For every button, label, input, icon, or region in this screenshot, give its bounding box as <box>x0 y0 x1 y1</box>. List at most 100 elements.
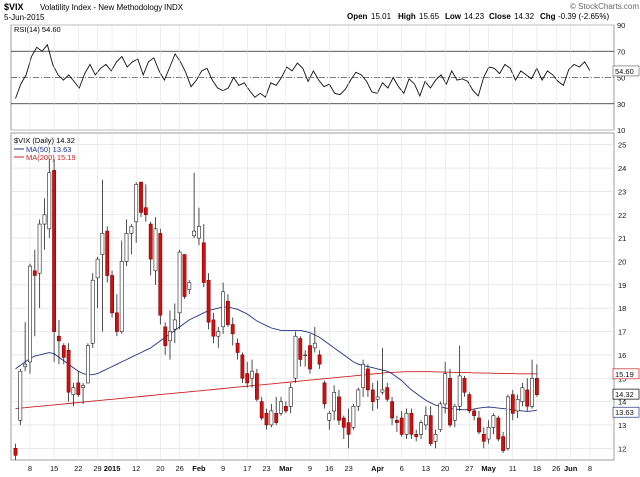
candle-body <box>197 226 201 239</box>
candle-body <box>308 345 312 370</box>
candle-body <box>467 394 472 412</box>
candle-body <box>168 331 172 342</box>
candle <box>356 387 361 411</box>
candle <box>37 219 42 309</box>
candle <box>119 240 124 334</box>
candle-body <box>303 354 308 356</box>
candle-body <box>47 172 52 230</box>
chart-header: $VIX Volatility Index - New Methodology … <box>0 0 640 24</box>
candle <box>327 410 332 430</box>
candle-body <box>438 403 443 430</box>
candle-body <box>501 436 506 451</box>
candle <box>201 224 206 288</box>
candle-body <box>18 370 23 421</box>
date-tick: 6 <box>400 464 404 473</box>
candle <box>168 310 172 360</box>
date-axis: 8 15 22 29 2015 12 20 26 Feb 9 17 23 Mar 9 16 23 Apr 6 13 2… <box>28 464 592 473</box>
candle-body <box>365 368 370 391</box>
candle <box>390 396 395 425</box>
candle <box>303 350 308 367</box>
date-tick: 23 <box>344 464 352 473</box>
candle-body <box>100 233 105 255</box>
candle <box>153 217 158 285</box>
candle-body <box>245 373 250 384</box>
candle <box>293 331 298 383</box>
candle <box>192 172 197 239</box>
date-tick: 20 <box>441 464 449 473</box>
high-label: High <box>398 12 416 21</box>
price-y-tick: 18 <box>618 304 626 313</box>
candle-body <box>23 363 28 367</box>
close-value: 14.32 <box>514 12 535 21</box>
stockcharts-credit: © StockCharts.com <box>570 2 640 11</box>
price-y-tick: 17 <box>618 328 626 337</box>
candle-body <box>163 326 168 346</box>
candle-body <box>332 391 337 412</box>
candle <box>269 403 274 428</box>
rsi-line <box>15 43 591 99</box>
candle <box>448 368 452 428</box>
candle <box>380 347 385 395</box>
candle <box>404 408 409 439</box>
date-tick: 8 <box>28 464 32 473</box>
candle-body <box>279 401 283 414</box>
candle-body <box>95 258 100 279</box>
candle-body <box>192 230 197 237</box>
candle-body <box>433 433 438 442</box>
candle <box>86 343 90 384</box>
candle-body <box>448 377 452 426</box>
candle <box>187 280 192 295</box>
candle <box>66 343 71 402</box>
candle <box>52 158 57 362</box>
candle <box>361 359 366 397</box>
candle <box>298 336 303 367</box>
candle <box>496 415 501 442</box>
candle-body <box>153 228 158 272</box>
candle-body <box>496 417 501 440</box>
rsi-panel: 10 30 50 70 90 RSI(14) 54.60 54.60 <box>10 21 640 135</box>
candle <box>375 380 380 409</box>
candle <box>341 415 346 439</box>
chart-date: 5-Jun-2015 <box>4 13 45 22</box>
candle <box>288 382 293 414</box>
candle-body <box>423 415 428 426</box>
candle-body <box>187 282 192 290</box>
price-labels: 15.19 14.32 13.63 <box>612 368 640 418</box>
candle-body <box>327 412 332 421</box>
candle-body <box>399 417 404 435</box>
candle <box>76 371 81 397</box>
candle-body <box>385 387 390 400</box>
price-y-tick: 16 <box>618 351 626 360</box>
open-value: 15.01 <box>371 12 392 21</box>
date-tick: 26 <box>552 464 560 473</box>
candle <box>61 343 66 365</box>
candle-body <box>230 324 235 335</box>
candle-body <box>182 254 187 297</box>
date-tick: 27 <box>465 464 473 473</box>
candle-body <box>322 382 327 405</box>
candle-body <box>428 415 433 444</box>
date-tick: 13 <box>422 464 430 473</box>
candle <box>129 224 134 255</box>
rsi-y-tick: 10 <box>617 126 625 135</box>
candle-body <box>119 261 124 332</box>
candle <box>158 228 163 325</box>
candle <box>279 396 283 416</box>
candle-body <box>414 433 419 437</box>
candle <box>226 294 230 327</box>
candle-body <box>86 345 90 384</box>
candle-body <box>177 251 182 314</box>
candle-body <box>525 389 530 407</box>
candle <box>71 382 76 407</box>
candle <box>23 322 28 372</box>
candle-body <box>317 354 322 365</box>
candle-body <box>293 335 298 379</box>
candlesticks <box>13 158 539 460</box>
candle <box>134 182 139 243</box>
candle-body <box>375 396 380 400</box>
candle <box>139 181 143 218</box>
candle <box>163 322 168 355</box>
candle-body <box>356 389 361 407</box>
candle-body <box>139 181 143 213</box>
